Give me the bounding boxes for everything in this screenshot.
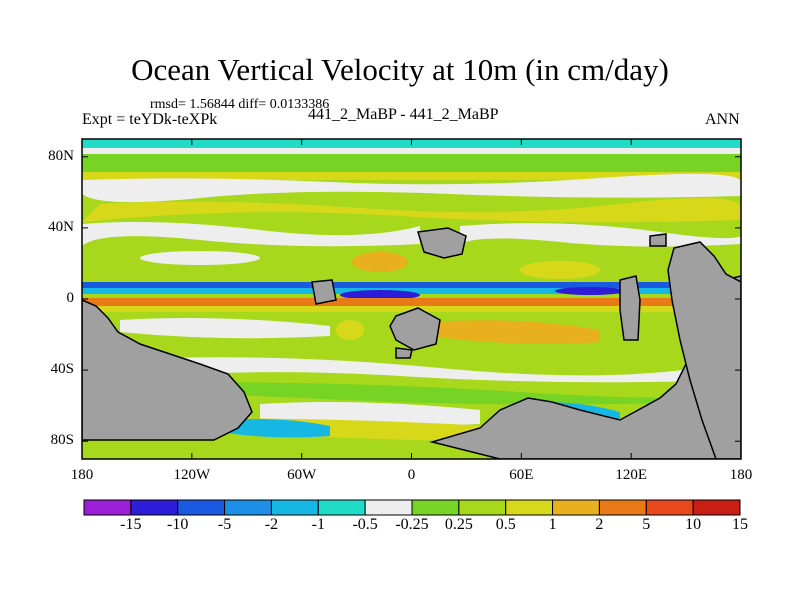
patch-equator-deep-blue: [340, 290, 420, 300]
patch-atlantic-orange: [352, 252, 408, 272]
y-tick-label: 80N: [48, 147, 74, 164]
island-north-atlantic: [417, 227, 467, 259]
island-equatorial: [311, 279, 337, 305]
colorbar-box: [83, 499, 132, 516]
colorbar-box: [270, 499, 319, 516]
colorbar-box: [552, 499, 600, 516]
patch-indian-yellow: [520, 261, 600, 279]
colorbar-box: [645, 499, 694, 516]
x-tick-label: 120E: [615, 467, 647, 483]
y-tick-label: 40N: [48, 218, 74, 235]
landmass-southeast: [429, 275, 741, 459]
colorbar-level-label: 15: [732, 516, 748, 533]
colorbar-box: [458, 499, 507, 516]
band-70n-green: [82, 154, 741, 172]
band-arctic-white: [82, 148, 741, 154]
x-tick-label: 0: [407, 467, 416, 483]
axis-ticks: [81, 139, 742, 459]
band-50n-white: [82, 173, 741, 203]
y-tick-label: 80S: [50, 432, 74, 449]
map-field: [82, 139, 741, 459]
colorbar-box: [224, 499, 272, 516]
band-35n-white: [82, 222, 420, 247]
x-tick-label: 120W: [173, 467, 211, 483]
x-tick-label: 180: [729, 467, 753, 483]
band-equator-cyan: [82, 288, 741, 294]
island-northeast: [649, 233, 667, 247]
y-tick-label: 40S: [50, 361, 74, 378]
patch-pacific-white: [140, 251, 260, 265]
colorbar: [83, 499, 741, 516]
colorbar-level-label: -5: [217, 516, 232, 533]
stats-text: rmsd= 1.56844 diff= 0.0133386: [150, 97, 330, 112]
band-equator-yellow: [82, 306, 741, 312]
colorbar-level-label: 1: [548, 516, 557, 533]
colorbar-level-label: 2: [595, 516, 604, 533]
colorbar-level-label: -0.25: [395, 516, 429, 533]
plot-title: Ocean Vertical Velocity at 10m (in cm/da…: [131, 52, 669, 87]
colorbar-box: [505, 499, 554, 516]
colorbar-level-label: 0.25: [444, 516, 473, 533]
band-40s-white: [82, 357, 741, 383]
colorbar-box: [364, 499, 413, 516]
patch-antarctic-cyan: [220, 418, 330, 438]
x-tick-label: 60E: [509, 467, 534, 483]
colorbar-level-label: -1: [311, 516, 325, 533]
patch-south-white: [120, 318, 330, 339]
band-equator-orange: [82, 298, 741, 306]
island-indian: [619, 275, 641, 341]
runs-label: 441_2_MaBP - 441_2_MaBP: [308, 106, 499, 123]
y-tick-label: 0: [66, 290, 75, 306]
band-35n-white-east: [460, 223, 741, 247]
colorbar-level-label: -15: [120, 516, 142, 533]
colorbar-box: [692, 499, 741, 516]
colorbar-level-label: 5: [642, 516, 651, 533]
band-60n-yellow: [82, 172, 741, 180]
colorbar-box: [177, 499, 226, 516]
colorbar-level-label: -0.5: [352, 516, 378, 533]
island-small-south: [395, 347, 413, 359]
band-50s-green: [82, 382, 741, 405]
band-45n-yellow: [82, 197, 741, 223]
colorbar-box: [411, 499, 460, 516]
colorbar-box: [598, 499, 647, 516]
colorbar-level-label: 0.5: [495, 516, 516, 533]
band-equator-blue: [82, 282, 741, 292]
patch-south-orange: [430, 320, 600, 344]
x-tick-label: 180: [70, 467, 94, 483]
colorbar-level-label: -2: [264, 516, 279, 533]
colorbar-level-label: -10: [167, 516, 189, 533]
colorbar-box: [317, 499, 366, 516]
colorbar-level-label: 10: [685, 516, 702, 533]
landmass-southwest: [82, 299, 253, 441]
x-tick-label: 60W: [287, 467, 317, 483]
island-south-atlantic: [389, 307, 441, 351]
patch-south-atlantic: [336, 320, 364, 340]
landmass-east: [667, 241, 741, 459]
colorbar-box: [130, 499, 179, 516]
experiment-label: Expt = teYDk-teXPk: [82, 111, 218, 128]
patch-equator-deep-blue-east: [555, 287, 625, 295]
season-label: ANN: [705, 111, 740, 128]
